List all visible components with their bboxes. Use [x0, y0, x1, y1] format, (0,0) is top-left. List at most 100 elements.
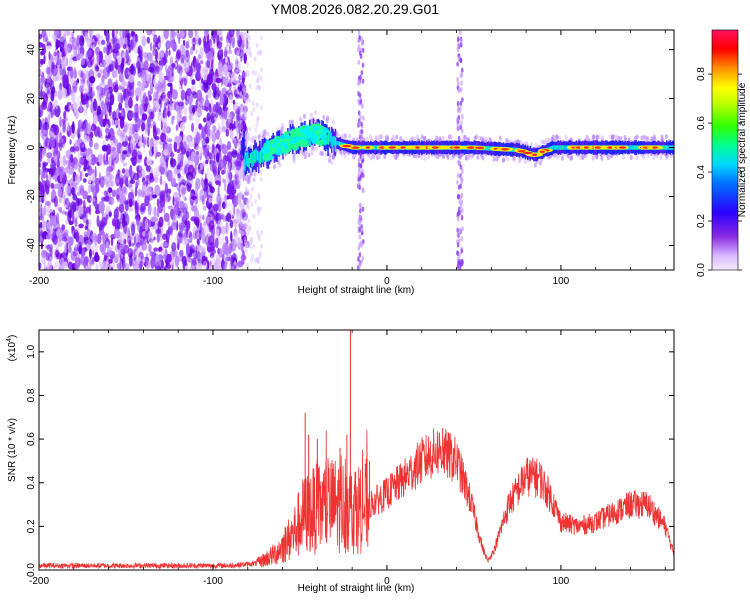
noise-blob: [144, 195, 150, 207]
noise-fringe-blob: [244, 222, 248, 228]
noise-blob: [176, 135, 183, 143]
noise-blob: [227, 202, 232, 208]
streak-blob: [460, 38, 463, 44]
noise-blob: [42, 179, 46, 188]
noise-blob: [113, 208, 119, 220]
streak-blob: [456, 263, 460, 269]
noise-fringe-blob: [235, 169, 239, 175]
noise-blob: [94, 251, 99, 263]
noise-blob: [163, 101, 167, 113]
noise-blob: [215, 229, 219, 238]
noise-blob: [167, 142, 173, 153]
noise-blob: [226, 183, 233, 195]
noise-blob: [52, 226, 58, 232]
noise-blob: [82, 190, 88, 200]
noise-blob: [118, 221, 125, 230]
track-halo-blob: [327, 158, 331, 163]
noise-blob: [136, 165, 143, 173]
streak-blob: [457, 87, 460, 93]
streak-blob: [357, 162, 361, 168]
noise-blob: [55, 260, 60, 268]
noise-blob: [198, 37, 202, 46]
noise-blob: [89, 94, 93, 102]
noise-blob: [56, 252, 62, 260]
streak-blob: [458, 30, 462, 35]
noise-blob: [229, 94, 234, 104]
noise-blob: [120, 94, 124, 104]
noise-fringe-blob: [248, 50, 252, 56]
noise-blob: [197, 168, 202, 176]
track-halo-blob: [288, 119, 292, 125]
noise-blob: [89, 38, 95, 43]
noise-fringe-blob: [240, 31, 244, 37]
track-core-blob: [276, 146, 282, 152]
noise-blob: [40, 229, 43, 237]
noise-blob: [41, 149, 46, 155]
noise-blob: [64, 244, 67, 254]
noise-blob: [183, 166, 190, 175]
noise-blob: [202, 131, 206, 141]
noise-blob: [171, 170, 176, 180]
noise-blob: [165, 40, 171, 50]
noise-fringe-blob: [251, 100, 255, 106]
noise-blob: [220, 36, 223, 41]
noise-blob: [54, 105, 61, 118]
noise-blob: [108, 265, 111, 270]
noise-blob: [213, 165, 218, 176]
noise-blob: [51, 99, 58, 107]
track-halo-blob: [505, 137, 509, 143]
noise-blob: [211, 59, 214, 73]
noise-blob: [206, 186, 209, 197]
noise-blob: [158, 98, 162, 105]
noise-blob: [152, 206, 158, 218]
noise-blob: [139, 225, 143, 239]
noise-blob: [123, 257, 126, 269]
noise-blob: [49, 127, 55, 140]
noise-blob: [93, 100, 98, 112]
noise-blob: [163, 30, 169, 40]
noise-blob: [50, 79, 55, 89]
noise-fringe-blob: [250, 201, 254, 207]
noise-blob: [123, 168, 131, 179]
track-halo-blob: [310, 118, 314, 123]
track-core-segment: [553, 145, 555, 150]
track-halo-blob: [344, 135, 348, 141]
noise-blob: [60, 63, 66, 68]
noise-blob: [43, 121, 50, 131]
noise-blob: [127, 227, 131, 239]
noise-fringe-blob: [243, 90, 247, 96]
noise-blob: [159, 175, 163, 186]
track-core-segment: [248, 157, 250, 169]
noise-blob: [208, 203, 215, 215]
noise-blob: [65, 218, 69, 225]
track-halo-blob: [481, 155, 485, 161]
noise-blob: [129, 179, 136, 184]
noise-blob: [113, 38, 120, 51]
noise-blob: [42, 220, 48, 232]
noise-blob: [117, 91, 120, 103]
streak-blob: [457, 184, 461, 191]
noise-blob: [212, 249, 216, 254]
track-halo-blob: [281, 127, 285, 132]
noise-blob: [203, 220, 207, 227]
noise-blob: [47, 157, 51, 164]
noise-blob: [89, 87, 92, 96]
noise-blob: [39, 52, 42, 59]
streak-blob: [460, 199, 464, 205]
noise-blob: [90, 92, 94, 105]
noise-blob: [105, 166, 111, 177]
track-halo-blob: [660, 134, 664, 140]
noise-fringe-blob: [250, 237, 254, 243]
track-core-segment: [373, 145, 376, 150]
noise-blob: [55, 104, 58, 110]
noise-blob: [189, 246, 193, 256]
noise-blob: [171, 264, 174, 270]
noise-blob: [76, 186, 81, 192]
noise-fringe-blob: [252, 244, 255, 250]
noise-blob: [228, 30, 235, 38]
noise-blob: [214, 267, 217, 270]
noise-blob: [64, 167, 69, 174]
noise-blob: [198, 232, 202, 238]
track-core-segment: [251, 151, 253, 168]
noise-blob: [196, 250, 200, 261]
